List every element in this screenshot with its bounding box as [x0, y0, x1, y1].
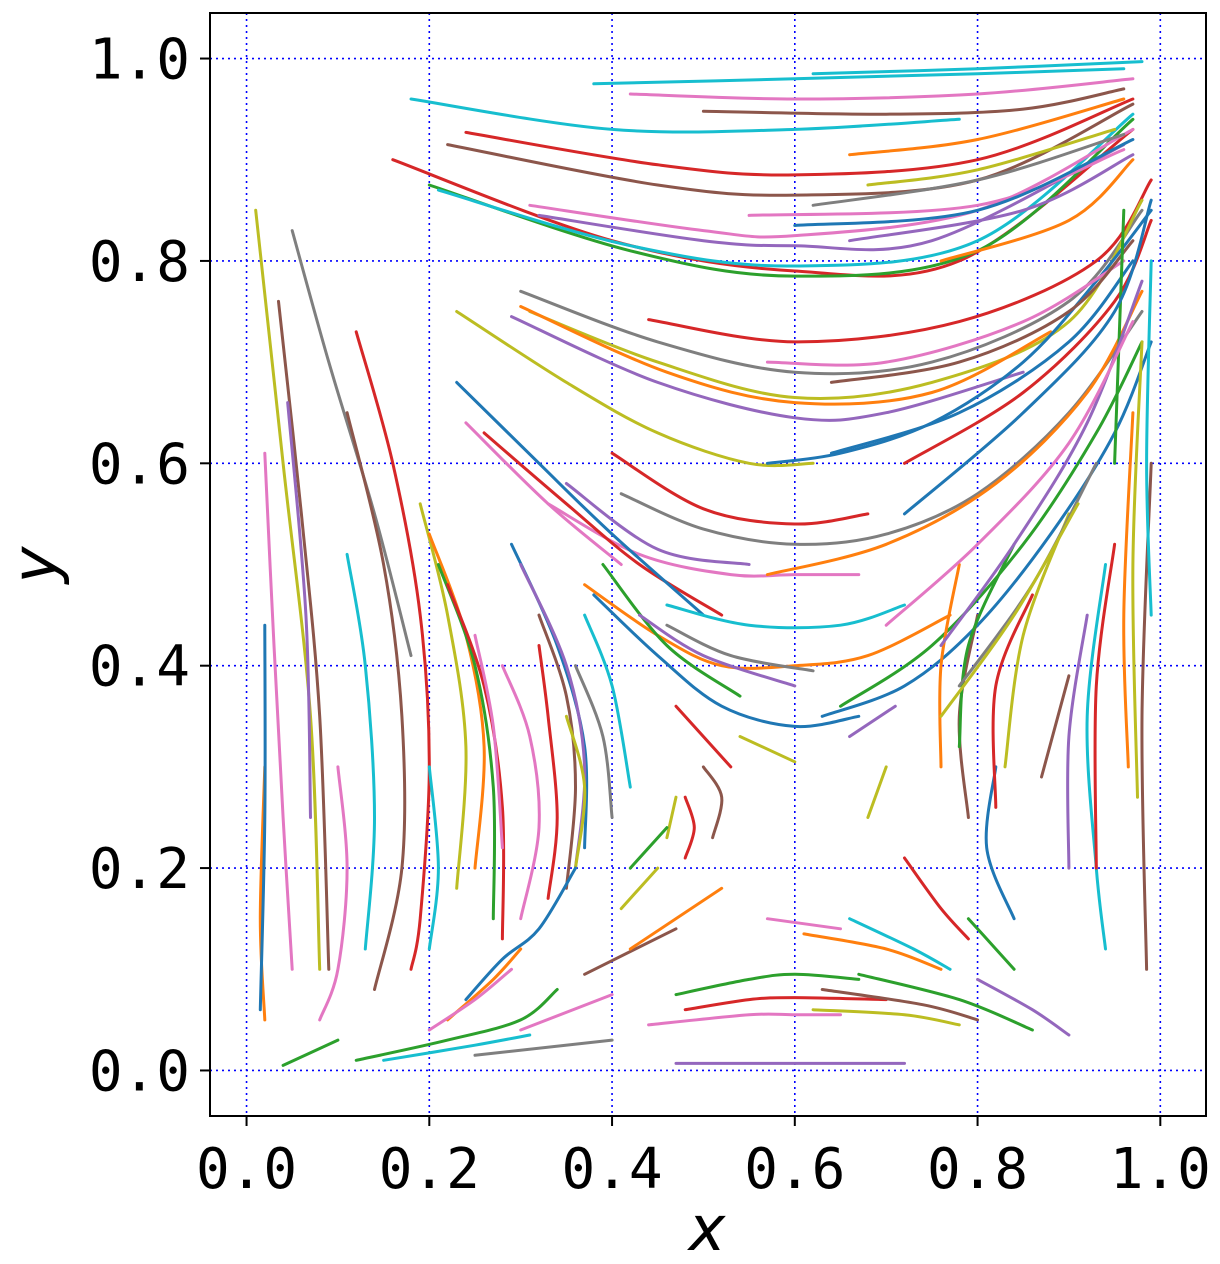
trajectory-line — [685, 998, 886, 1010]
trajectory-line — [265, 453, 292, 969]
trajectory-line — [585, 929, 676, 975]
trajectory-line — [1095, 544, 1115, 868]
trajectory-line — [283, 1040, 338, 1065]
y-tick-label: 0.4 — [89, 635, 190, 700]
trajectory-line — [1142, 463, 1151, 969]
y-axis-label: y — [0, 545, 71, 585]
trajectory-line — [457, 382, 704, 615]
trajectory-line — [685, 797, 694, 858]
trajectory-line — [813, 62, 1142, 74]
x-tick-label: 0.0 — [196, 1137, 297, 1202]
trajectory-line — [703, 89, 1123, 114]
trajectory-line — [850, 99, 1124, 155]
x-tick-label: 0.8 — [927, 1137, 1028, 1202]
trajectory-line — [621, 868, 658, 909]
x-tick-label: 0.4 — [561, 1137, 662, 1202]
trajectory-line — [868, 767, 886, 818]
trajectory-line — [767, 919, 840, 929]
trajectory-line — [530, 129, 1133, 237]
trajectory-line — [630, 828, 667, 869]
trajectory-line — [676, 706, 731, 767]
y-tick-label: 0.8 — [89, 230, 190, 295]
trajectory-line — [968, 919, 1014, 970]
x-tick-label: 0.2 — [379, 1137, 480, 1202]
trajectory-line — [466, 423, 621, 565]
trajectory-line — [594, 595, 859, 727]
trajectory-line — [576, 666, 613, 818]
trajectory-lines — [256, 62, 1151, 1066]
trajectory-line — [905, 858, 969, 939]
trajectory-line — [986, 767, 1014, 919]
trajectory-line — [347, 554, 374, 949]
trajectory-line — [448, 104, 1133, 195]
trajectory-line — [850, 706, 896, 736]
trajectory-line — [1068, 615, 1088, 868]
trajectory-line — [566, 484, 749, 565]
y-tick-label: 0.2 — [89, 837, 190, 902]
x-tick-label: 0.6 — [744, 1137, 845, 1202]
trajectory-line — [649, 1014, 841, 1025]
trajectory-line — [959, 544, 1014, 746]
trajectory-line — [813, 1010, 959, 1025]
trajectory-line — [429, 767, 438, 949]
trajectory-line — [667, 605, 905, 628]
trajectory-line — [466, 868, 576, 1000]
trajectory-line — [539, 646, 557, 899]
y-tick-label: 0.0 — [89, 1039, 190, 1104]
trajectory-line — [1042, 676, 1069, 777]
trajectory-line — [429, 534, 484, 868]
x-axis-label: x — [687, 1192, 727, 1264]
trajectory-line — [521, 565, 585, 869]
y-tick-label: 1.0 — [89, 28, 190, 93]
trajectory-line — [347, 413, 405, 990]
x-tick-label: 1.0 — [1110, 1137, 1211, 1202]
trajectory-line — [393, 129, 1133, 276]
trajectory-line — [356, 332, 429, 970]
trajectory-line — [630, 888, 721, 949]
trajectory-line — [740, 737, 795, 762]
trajectory-line — [703, 767, 721, 838]
trajectory-line — [667, 797, 676, 838]
y-tick-label: 0.6 — [89, 432, 190, 497]
trajectory-line — [502, 666, 539, 919]
trajectory-line — [539, 615, 576, 888]
